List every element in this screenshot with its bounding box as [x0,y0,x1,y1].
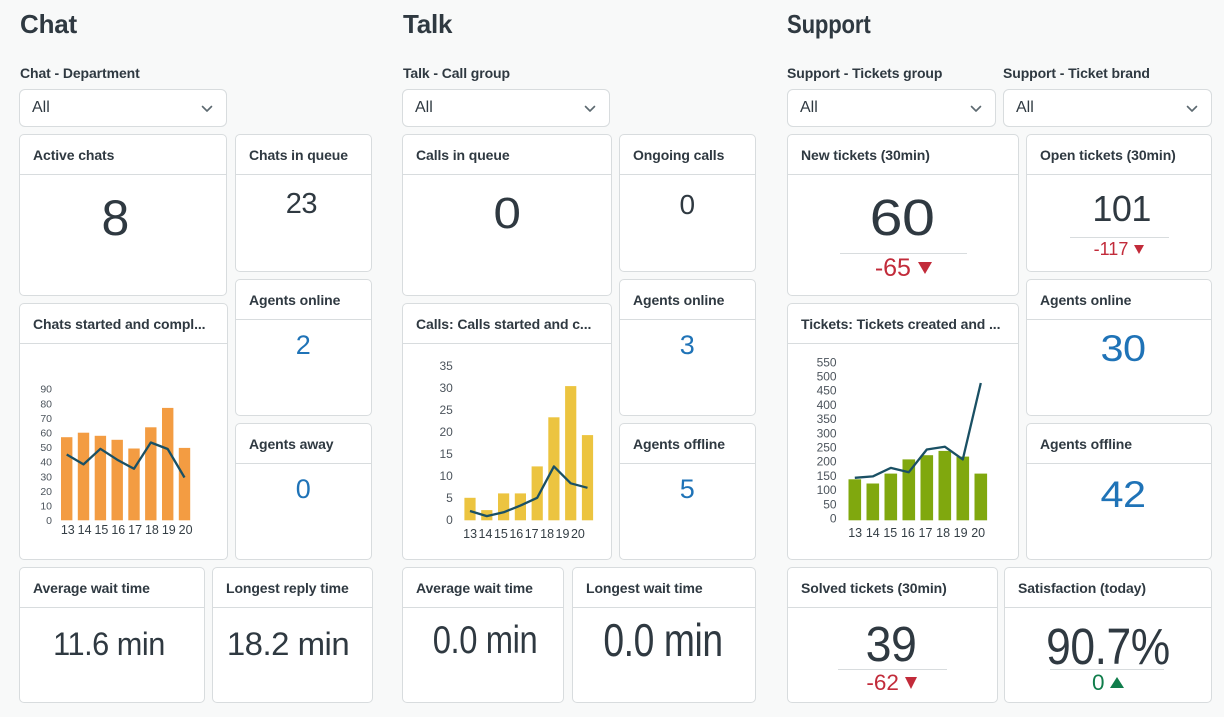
svg-text:15: 15 [494,527,508,541]
svg-text:14: 14 [78,523,92,537]
svg-text:17: 17 [525,527,539,541]
svg-text:16: 16 [111,523,125,537]
svg-text:20: 20 [179,523,193,537]
svg-text:90: 90 [40,384,52,396]
svg-text:13: 13 [61,523,75,537]
svg-text:20: 20 [971,526,985,540]
svg-text:15: 15 [94,523,108,537]
svg-text:20: 20 [571,527,585,541]
svg-text:16: 16 [509,527,523,541]
svg-text:0: 0 [46,515,52,527]
svg-text:15: 15 [883,526,897,540]
svg-text:450: 450 [817,384,837,398]
svg-text:60: 60 [40,428,52,440]
svg-text:13: 13 [463,527,477,541]
svg-text:300: 300 [817,426,837,440]
svg-text:19: 19 [954,526,968,540]
svg-text:70: 70 [40,413,52,425]
svg-text:100: 100 [817,483,837,497]
svg-text:80: 80 [40,398,52,410]
svg-text:16: 16 [901,526,915,540]
svg-text:13: 13 [848,526,862,540]
svg-text:35: 35 [439,359,453,373]
svg-text:50: 50 [823,497,837,511]
svg-text:400: 400 [817,398,837,412]
svg-text:250: 250 [817,441,837,455]
svg-text:14: 14 [479,527,493,541]
svg-text:500: 500 [817,370,837,384]
svg-text:25: 25 [439,403,453,417]
svg-text:0: 0 [830,512,837,526]
svg-text:15: 15 [439,447,453,461]
svg-text:550: 550 [817,355,837,369]
svg-text:350: 350 [817,412,837,426]
svg-text:17: 17 [128,523,142,537]
svg-text:0: 0 [446,513,453,527]
svg-text:5: 5 [446,491,453,505]
svg-text:10: 10 [40,500,52,512]
svg-text:18: 18 [145,523,159,537]
svg-text:150: 150 [817,469,837,483]
svg-text:19: 19 [556,527,570,541]
svg-text:19: 19 [162,523,176,537]
svg-text:20: 20 [439,425,453,439]
svg-text:10: 10 [439,469,453,483]
svg-text:14: 14 [866,526,880,540]
svg-text:18: 18 [540,527,554,541]
svg-text:30: 30 [439,381,453,395]
svg-text:17: 17 [919,526,933,540]
svg-text:50: 50 [40,442,52,454]
svg-text:18: 18 [936,526,950,540]
svg-text:200: 200 [817,455,837,469]
svg-text:30: 30 [40,471,52,483]
svg-text:40: 40 [40,457,52,469]
svg-text:20: 20 [40,486,52,498]
